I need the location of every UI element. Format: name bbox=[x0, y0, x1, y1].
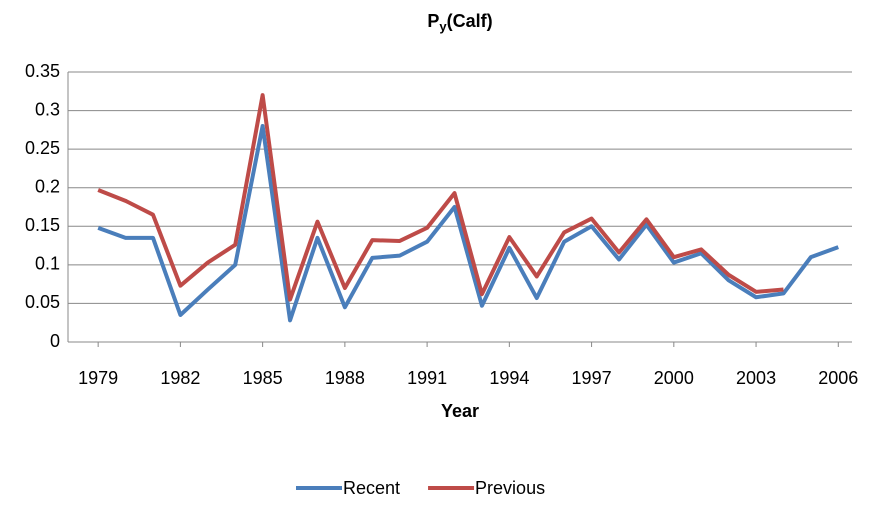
y-tick-label: 0.15 bbox=[25, 215, 60, 235]
title-subscript: y bbox=[439, 19, 447, 34]
title-suffix: (Calf) bbox=[447, 11, 493, 31]
chart-title: Py(Calf) bbox=[427, 11, 492, 35]
x-tick-label: 1985 bbox=[243, 368, 283, 388]
y-tick-label: 0.1 bbox=[35, 254, 60, 274]
x-tick-label: 1991 bbox=[407, 368, 447, 388]
y-tick-label: 0.35 bbox=[25, 61, 60, 81]
x-tick-label: 1997 bbox=[572, 368, 612, 388]
y-tick-label: 0 bbox=[50, 331, 60, 351]
x-tick-label: 2006 bbox=[818, 368, 858, 388]
x-tick-label: 2000 bbox=[654, 368, 694, 388]
x-tick-label: 1979 bbox=[78, 368, 118, 388]
legend-label: Previous bbox=[475, 478, 545, 498]
y-tick-label: 0.05 bbox=[25, 292, 60, 312]
y-tick-label: 0.25 bbox=[25, 138, 60, 158]
x-tick-label: 1988 bbox=[325, 368, 365, 388]
series-line bbox=[97, 93, 784, 302]
y-tick-label: 0.2 bbox=[35, 176, 60, 196]
y-tick-label: 0.3 bbox=[35, 99, 60, 119]
title-main: P bbox=[427, 11, 439, 31]
x-tick-label: 1994 bbox=[489, 368, 529, 388]
x-axis-title: Year bbox=[441, 401, 479, 421]
x-tick-label: 1982 bbox=[160, 368, 200, 388]
x-tick-label: 2003 bbox=[736, 368, 776, 388]
legend-label: Recent bbox=[343, 478, 400, 498]
series-line bbox=[97, 124, 839, 323]
